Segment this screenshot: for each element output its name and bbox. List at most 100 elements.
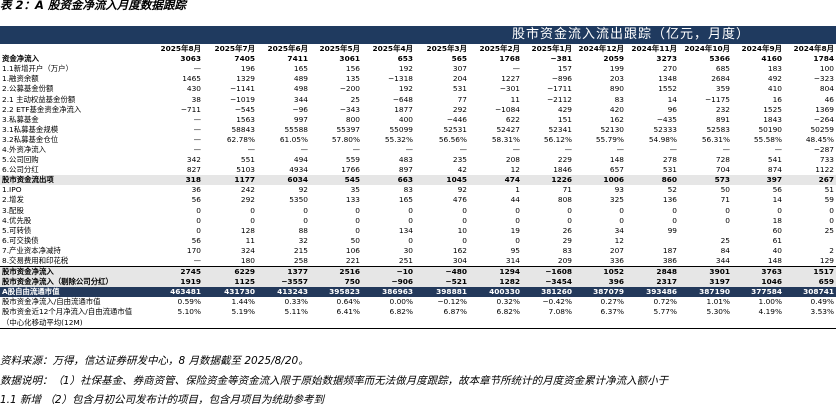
table-cell: 209 xyxy=(557,256,572,266)
column-header: 2024年12月 xyxy=(578,44,624,54)
table-cell: 14 xyxy=(772,195,782,205)
table-cell: 891 xyxy=(715,114,730,124)
table-cell: 35 xyxy=(350,185,360,195)
table-cell: 46 xyxy=(824,94,834,104)
row-label: 5.公司回购 xyxy=(2,155,39,165)
table-cell: 874 xyxy=(767,165,782,175)
table-cell: 29 xyxy=(562,235,572,245)
table-row: 3.私募基金 — 1563 997 800 400 −446 622 151 162 −435 891… xyxy=(0,115,836,125)
table-cell: 342 xyxy=(186,155,201,165)
table-cell: 474 xyxy=(469,175,522,186)
table-cell: 56 xyxy=(772,185,782,195)
table-cell: 292 xyxy=(452,104,467,114)
table-cell: — xyxy=(512,144,520,154)
table-cell: 0 xyxy=(408,205,413,215)
table-cell: 14 xyxy=(667,94,677,104)
table-cell xyxy=(626,236,679,246)
table-cell: 0 xyxy=(462,205,467,215)
table-cell: 62.78% xyxy=(226,134,255,144)
table-cell: 397 xyxy=(732,175,784,186)
row-label: （中心化移动平均(12M) xyxy=(0,317,148,329)
table-cell: — xyxy=(193,124,201,134)
table-row: 1.IPO 36 242 92 35 83 92 1 71 93 52 50 56 51 xyxy=(0,185,836,195)
table-cell: 207 xyxy=(609,245,624,255)
table-cell: 156 xyxy=(345,64,360,74)
table-cell: −200 xyxy=(339,84,360,94)
table-cell: 663 xyxy=(362,175,415,186)
table-cell: 151 xyxy=(557,114,572,124)
column-header: 2025年6月 xyxy=(267,44,309,54)
table-cell: 0 xyxy=(672,215,677,225)
table-cell: 0 xyxy=(196,205,201,215)
table-cell: 0.00% xyxy=(389,297,413,307)
table-cell: −1084 xyxy=(494,104,520,114)
row-label: 6.公司分红 xyxy=(2,165,39,175)
table-cell: 0 xyxy=(303,215,308,225)
table-cell: 1125 xyxy=(203,277,257,288)
table-cell: 1006 xyxy=(574,175,626,186)
table-cell: −1175 xyxy=(704,94,730,104)
table-cell: 659 xyxy=(784,277,836,288)
table-cell: 278 xyxy=(662,155,677,165)
row-label: 3.配股 xyxy=(2,205,24,215)
table-cell xyxy=(362,317,415,329)
table-cell: 804 xyxy=(819,84,834,94)
table-cell: 897 xyxy=(398,165,413,175)
table-cell: 55.32% xyxy=(384,134,413,144)
table-cell: 728 xyxy=(715,155,730,165)
table-cell: 6229 xyxy=(203,266,257,278)
table-cell: 129 xyxy=(819,256,834,266)
table-cell: — xyxy=(405,144,413,154)
table-cell: 800 xyxy=(345,114,360,124)
table-cell: 258 xyxy=(293,256,308,266)
row-label: 股市资金近12个月净流入/自由流通市值 xyxy=(2,307,133,317)
table-cell: 180 xyxy=(240,256,255,266)
row-label: 4.优先股 xyxy=(2,215,32,225)
table-cell: 6034 xyxy=(257,175,310,186)
table-cell: — xyxy=(459,144,467,154)
table-cell: 308741 xyxy=(784,287,836,298)
table-cell: 292 xyxy=(240,195,255,205)
table-row: 2.1 主动权益基金份额 38 −1019 344 25 −648 77 11 −2112 83 1… xyxy=(0,94,836,104)
table-cell: 1122 xyxy=(815,165,834,175)
table-cell: 42 xyxy=(457,165,467,175)
table-cell xyxy=(626,317,679,329)
table-cell: 657 xyxy=(609,165,624,175)
table-cell: 0.33% xyxy=(284,297,308,307)
table-cell: 0 xyxy=(408,235,413,245)
table-cell: −1141 xyxy=(229,84,255,94)
column-header: 2025年3月 xyxy=(426,44,468,54)
table-cell: 1465 xyxy=(182,74,201,84)
table-cell: 57.80% xyxy=(331,134,360,144)
table-cell: 1177 xyxy=(203,175,257,186)
row-label: 2.增发 xyxy=(2,195,24,205)
table-cell: 733 xyxy=(819,155,834,165)
row-label: 股市资金净流入（剔除公司分红） xyxy=(0,277,148,288)
table-cell: 56.31% xyxy=(701,134,730,144)
table-cell xyxy=(469,317,522,329)
table-row: 7.产业资本净减持 170 324 215 106 30 162 95 83 207 187 84 40… xyxy=(0,246,836,256)
table-cell: 83 xyxy=(403,185,413,195)
table-cell: 0 xyxy=(567,215,572,225)
table-cell: 133 xyxy=(345,195,360,205)
table-cell: 0 xyxy=(355,225,360,235)
table-cell: 25 xyxy=(824,225,834,235)
table-cell xyxy=(784,317,836,329)
table-cell: 6.82% xyxy=(496,307,520,317)
table-cell: 344 xyxy=(293,94,308,104)
table-cell: 52 xyxy=(667,185,677,195)
table-cell: 0 xyxy=(462,235,467,245)
table-row: 1.融资余额 1465 1329 489 135 −1318 204 1227 −896 203 1… xyxy=(0,74,836,84)
table-cell: 83 xyxy=(562,245,572,255)
table-row: 资金净流入 3063 7405 7411 3061 653 565 1768 −381 2059 3… xyxy=(0,54,836,64)
table-cell: 541 xyxy=(767,155,782,165)
table-cell: 83 xyxy=(614,94,624,104)
column-header: 2024年11月 xyxy=(631,44,677,54)
table-cell: 386963 xyxy=(362,287,415,298)
table-cell: 377584 xyxy=(732,287,784,298)
table-cell: 48.45% xyxy=(805,134,834,144)
table-cell: 395823 xyxy=(310,287,362,298)
table-cell: 4160 xyxy=(761,54,782,64)
table-row: 5.可转债 0 128 88 0 134 10 19 26 34 99 60 25 xyxy=(0,226,836,236)
table-cell: 157 xyxy=(557,64,572,74)
